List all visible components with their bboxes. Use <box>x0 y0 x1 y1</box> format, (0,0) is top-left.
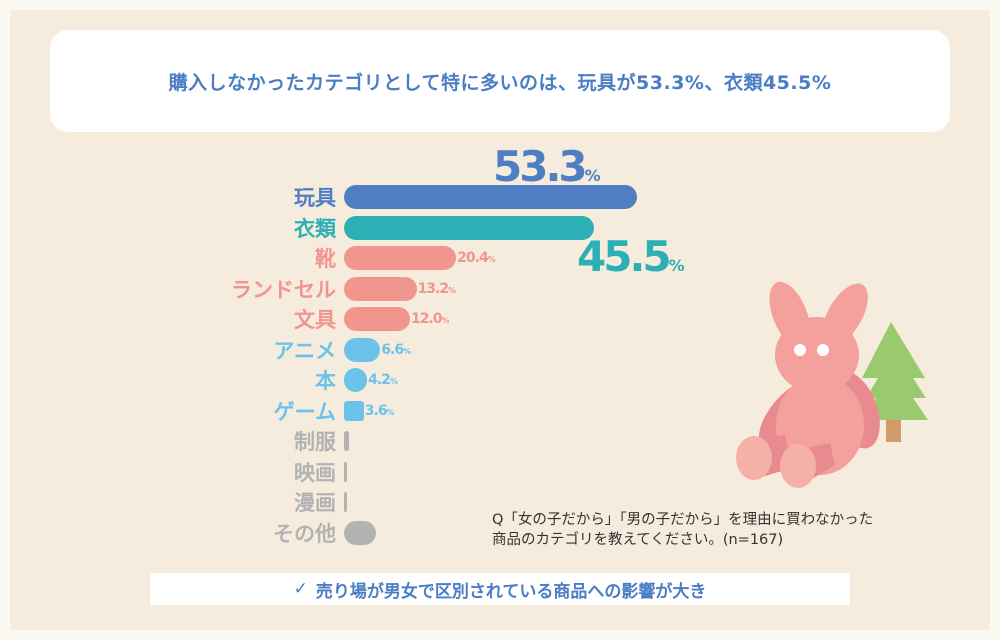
banner-text: 売り場が男女で区別されている商品への影響が大き <box>315 581 707 602</box>
value-label: 3.6% <box>364 402 395 419</box>
value-label: 6.6% <box>381 341 411 358</box>
page-title: 購入しなかったカテゴリとして特に多いのは、玩具が53.3%、衣類45.5% <box>168 71 832 94</box>
bar <box>344 400 364 421</box>
bar <box>344 337 381 362</box>
percent-sign: % <box>668 256 685 275</box>
value-label: 20.4% <box>457 250 496 266</box>
bar <box>344 461 348 482</box>
value-number: 45.5 <box>577 232 672 281</box>
percent-sign: % <box>487 255 496 264</box>
bar <box>344 215 595 240</box>
percent-sign: % <box>584 166 601 185</box>
bar <box>344 368 368 392</box>
bar <box>344 431 350 451</box>
category-label: ゲーム <box>273 399 336 424</box>
category-label: 漫画 <box>294 491 336 515</box>
category-label: アニメ <box>273 338 336 363</box>
value-number: 12.0 <box>410 311 443 327</box>
bar <box>344 307 410 331</box>
tree-icon <box>862 322 928 442</box>
bar <box>344 185 637 209</box>
value-number: 3.6 <box>364 402 388 419</box>
value-label: 13.2% <box>417 280 457 297</box>
category-label: 靴 <box>315 247 336 271</box>
value-label: 45.5% <box>577 236 685 278</box>
value-number: 53.3 <box>493 142 588 191</box>
bar <box>344 246 457 270</box>
conclusion-banner: ✓ 売り場が男女で区別されている商品への影響が大き <box>150 573 850 605</box>
bar <box>344 492 348 512</box>
percent-sign: % <box>403 346 411 356</box>
value-number: 13.2 <box>417 280 450 297</box>
check-icon: ✓ <box>293 579 308 599</box>
question-line-2: 商品のカテゴリを教えてください。(n=167) <box>492 532 784 548</box>
percent-sign: % <box>441 316 450 325</box>
category-label: その他 <box>273 521 336 546</box>
value-label: 53.3% <box>493 146 601 188</box>
rabbit-plush-icon <box>736 281 880 488</box>
illustration <box>736 281 928 488</box>
survey-question: Q「女の子だから」「男の子だから」を理由に買わなかった 商品のカテゴリを教えてく… <box>492 510 873 550</box>
value-number: 4.2 <box>368 372 391 388</box>
bar <box>344 276 417 301</box>
percent-sign: % <box>389 377 398 386</box>
category-label: 衣類 <box>294 216 336 241</box>
category-label: 本 <box>315 369 336 393</box>
value-number: 6.6 <box>381 341 404 358</box>
category-label: 映画 <box>294 460 336 485</box>
value-number: 20.4 <box>457 250 489 266</box>
percent-sign: % <box>448 285 456 295</box>
category-label: 玩具 <box>294 186 336 210</box>
value-label: 12.0% <box>410 311 450 327</box>
value-label: 4.2% <box>368 372 398 388</box>
question-line-1: Q「女の子だから」「男の子だから」を理由に買わなかった <box>492 512 874 528</box>
bar <box>344 520 376 545</box>
title-box: 購入しなかったカテゴリとして特に多いのは、玩具が53.3%、衣類45.5% <box>50 30 950 132</box>
category-label: ランドセル <box>231 277 336 302</box>
percent-sign: % <box>386 407 395 417</box>
category-label: 文具 <box>294 308 336 332</box>
category-label: 制服 <box>294 430 336 454</box>
